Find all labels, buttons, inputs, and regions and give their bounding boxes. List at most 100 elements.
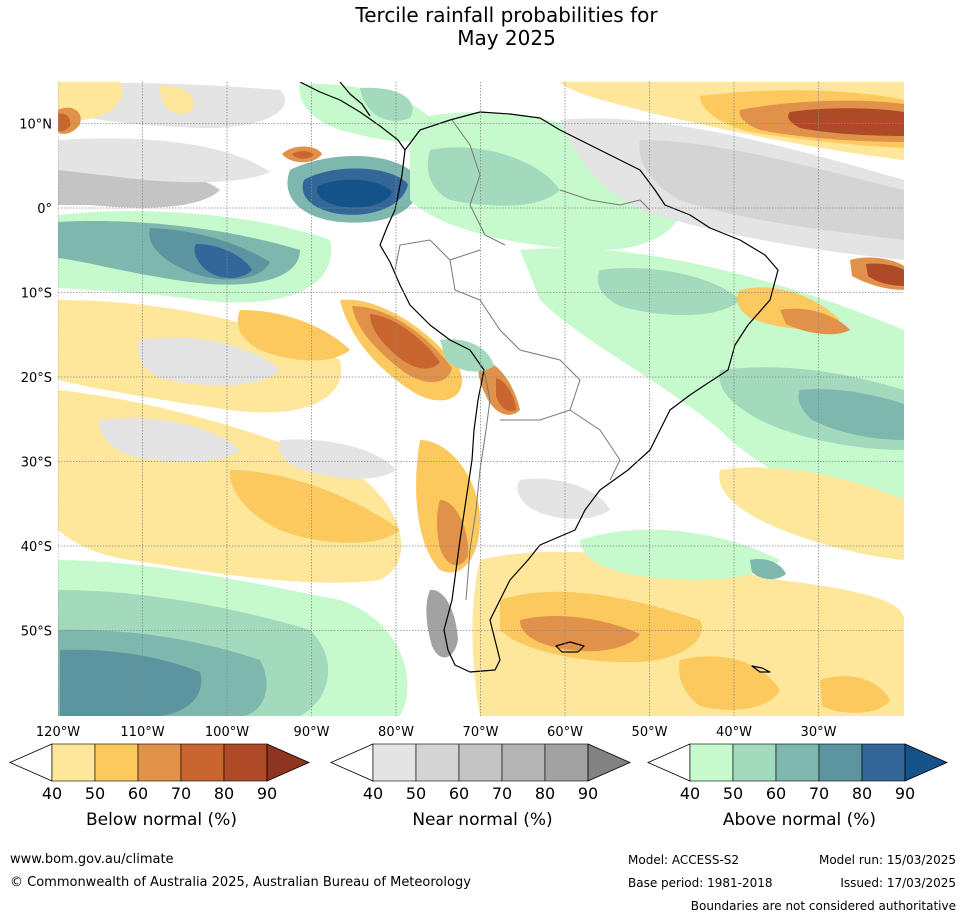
colorbar-high-extend <box>904 743 948 782</box>
colorbar-tick-label: 60 <box>128 784 148 803</box>
latitude-labels: 10°N 0° 10°S 20°S 30°S 40°S 50°S <box>19 118 52 640</box>
colorbar-segment <box>372 743 417 782</box>
colorbar-tick-label: 40 <box>42 784 62 803</box>
lon-tick-label: 90°W <box>294 725 330 740</box>
colorbar-tick-label: 60 <box>766 784 786 803</box>
border-andes <box>465 369 491 601</box>
lat-tick-label: 0° <box>37 202 52 217</box>
below-patch-nw-core <box>58 113 71 132</box>
lat-tick-label: 40°S <box>21 540 52 555</box>
colorbar-tick-label: 40 <box>363 784 383 803</box>
colorbar-segment <box>775 743 820 782</box>
colorbar-tick-label: 90 <box>257 784 277 803</box>
below-patch-atlantic-east-core <box>866 263 904 286</box>
below-patch-atlantic-north-core <box>788 108 904 136</box>
below-patch-peru-coast-core <box>370 314 440 369</box>
colorbar-segment <box>223 743 268 782</box>
colorbar-tick-label: 40 <box>680 784 700 803</box>
colorbar-tick-label: 60 <box>449 784 469 803</box>
colorbar-tick-label: 90 <box>578 784 598 803</box>
lon-tick-label: 50°W <box>632 725 668 740</box>
near-patch-sw-pacific-2 <box>278 439 396 479</box>
footer-copyright: © Commonwealth of Australia 2025, Austra… <box>10 875 471 890</box>
colorbar-high-extend <box>266 743 310 782</box>
near-patch-pacific-mid <box>137 337 280 386</box>
title-line-1: Tercile rainfall probabilities for <box>355 3 658 27</box>
above-patch-south-atlantic <box>580 529 780 580</box>
colorbar-title: Near normal (%) <box>412 810 552 830</box>
lon-tick-label: 70°W <box>463 725 499 740</box>
below-patch-pacific-small-core <box>292 151 314 159</box>
colorbar-segment <box>458 743 503 782</box>
above-patch-amazon-north-2 <box>427 147 560 206</box>
colorbar-tick-label: 80 <box>852 784 872 803</box>
colorbar-tick-label: 50 <box>406 784 426 803</box>
colorbar-tick-label: 80 <box>535 784 555 803</box>
lon-tick-label: 100°W <box>205 725 249 740</box>
below-patch-atlantic-south-east-2 <box>820 676 890 713</box>
colorbar-title: Above normal (%) <box>723 810 876 830</box>
colorbar-tick-label: 50 <box>723 784 743 803</box>
colorbar-tick-label: 80 <box>214 784 234 803</box>
colorbar-tick-label: 70 <box>171 784 191 803</box>
colorbar-segment <box>137 743 182 782</box>
footer-disclaimer: Boundaries are not considered authoritat… <box>690 899 956 913</box>
colorbar-tick-label: 90 <box>895 784 915 803</box>
border-guianas <box>559 189 651 211</box>
above-patch-brazil-atlantic-2 <box>798 389 904 440</box>
chart-title: Tercile rainfall probabilities for May 2… <box>0 4 965 50</box>
colorbar-tick-label: 70 <box>492 784 512 803</box>
footer-website: www.bom.gov.au/climate <box>10 852 174 867</box>
country-borders <box>394 119 651 601</box>
lat-tick-label: 10°S <box>21 287 52 302</box>
colorbar-segment <box>51 743 96 782</box>
colorbar-segment <box>501 743 546 782</box>
lon-tick-label: 30°W <box>801 725 837 740</box>
lon-tick-label: 120°W <box>36 725 80 740</box>
below-patch-sw-pacific-2 <box>229 470 400 543</box>
colorbar-segment <box>544 743 589 782</box>
lon-tick-label: 80°W <box>378 725 414 740</box>
legend-above-normal: 40 50 60 70 80 90 Above normal (%) <box>647 743 948 830</box>
colorbar-segment <box>415 743 460 782</box>
coastlines <box>299 82 779 673</box>
below-patch-chile-2 <box>437 500 469 566</box>
colorbar-segment <box>689 743 734 782</box>
above-patch-south-pacific-4 <box>60 649 202 716</box>
lon-tick-label: 60°W <box>547 725 583 740</box>
title-line-2: May 2025 <box>457 26 556 50</box>
above-patch-brazil-interior <box>597 268 740 316</box>
lat-tick-label: 20°S <box>21 371 52 386</box>
colorbar-low-extend <box>647 743 691 782</box>
lon-tick-label: 110°W <box>120 725 164 740</box>
lat-tick-label: 50°S <box>21 625 52 640</box>
near-patch-sw-pacific <box>99 418 240 463</box>
colorbar-low-extend <box>330 743 374 782</box>
below-patch-atlantic-mid <box>719 467 904 560</box>
legend-near-normal: 40 50 60 70 80 90 Near normal (%) <box>330 743 631 830</box>
footer-base-period: Base period: 1981-2018 <box>628 876 773 890</box>
colorbar-low-extend <box>9 743 53 782</box>
above-patch-colombia-pacific-core <box>316 179 392 208</box>
lat-tick-label: 10°N <box>19 118 52 133</box>
colorbar-title: Below normal (%) <box>86 810 237 830</box>
border-brazil-west <box>449 249 581 411</box>
map-area <box>58 82 904 716</box>
below-patch-bolivia-core <box>496 378 516 412</box>
lat-tick-label: 30°S <box>21 456 52 471</box>
coastline-south-georgia <box>751 665 771 673</box>
colorbar-segment <box>732 743 777 782</box>
below-patch-pacific-band-2 <box>237 310 350 361</box>
above-patch-caribbean-2 <box>360 87 413 121</box>
above-patch-equatorial-pacific-core <box>194 244 252 279</box>
coastline-central-america <box>299 82 406 151</box>
colorbar-segment <box>94 743 139 782</box>
colorbar-segment <box>818 743 863 782</box>
near-patch-argentina <box>517 478 610 519</box>
gridlines <box>58 82 904 716</box>
footer-issued: Issued: 17/03/2025 <box>840 876 956 890</box>
near-patch-atlantic-north-2 <box>639 140 904 240</box>
coastline-falklands <box>555 641 585 653</box>
footer-model: Model: ACCESS-S2 <box>628 853 740 867</box>
